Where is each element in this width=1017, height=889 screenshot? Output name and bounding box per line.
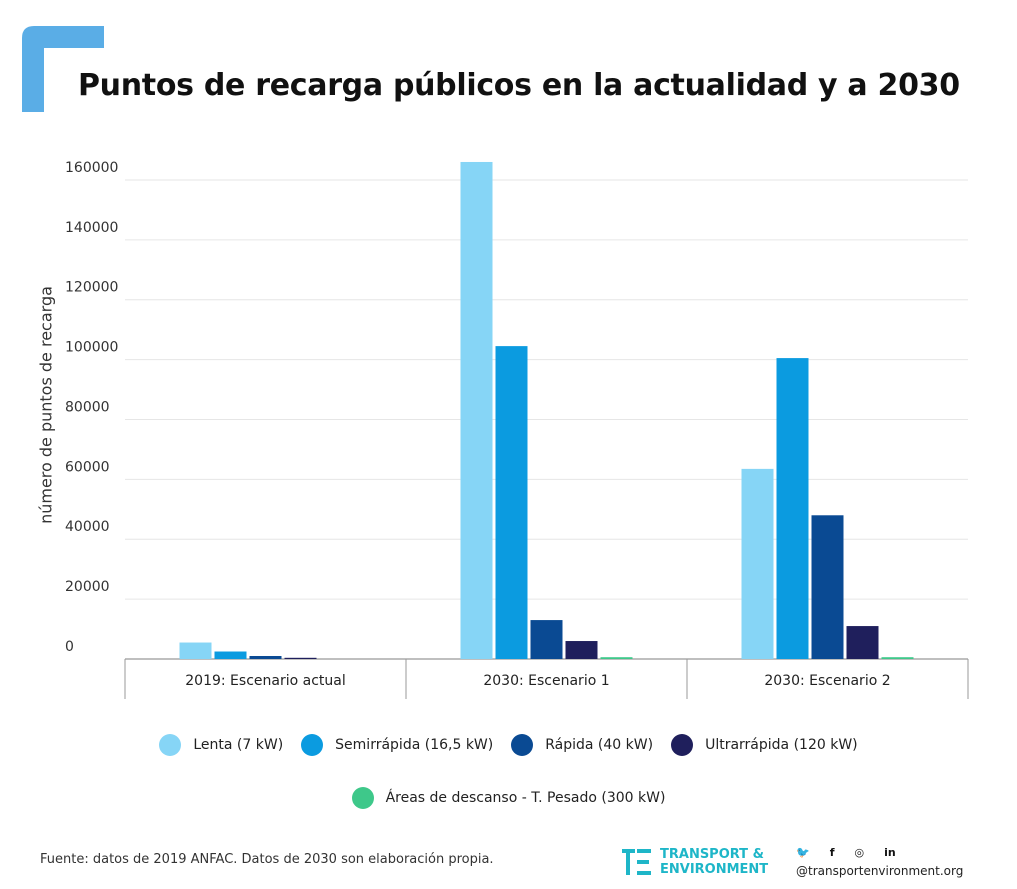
te-logo-icon xyxy=(622,849,651,875)
bar xyxy=(846,626,879,659)
y-tick-label: 60000 xyxy=(65,459,110,475)
y-tick-label: 160000 xyxy=(65,160,118,176)
y-tick-label: 140000 xyxy=(65,220,118,236)
bar xyxy=(811,515,844,659)
legend-item: Semirrápida (16,5 kW) xyxy=(301,734,493,756)
legend-item: Rápida (40 kW) xyxy=(511,734,653,756)
bar xyxy=(249,656,282,659)
y-tick-label: 40000 xyxy=(65,519,110,535)
legend-item: Áreas de descanso - T. Pesado (300 kW) xyxy=(351,787,666,809)
legend-label: Semirrápida (16,5 kW) xyxy=(335,737,494,753)
legend-label: Áreas de descanso - T. Pesado (300 kW) xyxy=(385,790,666,806)
y-tick-label: 80000 xyxy=(65,399,110,415)
bar xyxy=(881,657,914,659)
logo-text: TRANSPORT & ENVIRONMENT xyxy=(660,847,768,877)
legend-swatch xyxy=(301,734,324,756)
logo-line-1: TRANSPORT & xyxy=(660,847,764,862)
linkedin-icon[interactable]: in xyxy=(884,846,896,859)
bar xyxy=(495,346,528,659)
legend-label: Lenta (7 kW) xyxy=(193,737,284,753)
legend-swatch xyxy=(511,734,534,756)
te-logo: TRANSPORT & ENVIRONMENT xyxy=(622,847,768,877)
bar xyxy=(284,657,317,659)
facebook-icon[interactable]: f xyxy=(829,846,835,859)
corner-bracket-icon xyxy=(22,26,104,112)
source-note: Fuente: datos de 2019 ANFAC. Datos de 20… xyxy=(40,852,494,867)
legend-swatch xyxy=(351,787,374,809)
bar xyxy=(741,468,774,659)
legend-item: Lenta (7 kW) xyxy=(159,734,283,756)
chart-title: Puntos de recarga públicos en la actuali… xyxy=(78,68,960,103)
x-tick-label: 2030: Escenario 1 xyxy=(483,673,609,689)
bar xyxy=(179,642,212,659)
bar xyxy=(460,161,493,659)
bar xyxy=(565,641,598,659)
instagram-icon[interactable]: ◎ xyxy=(854,846,865,859)
bar xyxy=(600,657,633,659)
bar xyxy=(530,620,563,659)
bar xyxy=(776,358,809,659)
legend-label: Ultrarrápida (120 kW) xyxy=(705,737,858,753)
y-tick-label: 100000 xyxy=(65,340,118,356)
website-link[interactable]: @transportenvironment.org xyxy=(796,864,964,878)
legend-row-2: Áreas de descanso - T. Pesado (300 kW) xyxy=(0,787,1017,809)
legend-item: Ultrarrápida (120 kW) xyxy=(671,734,858,756)
legend-label: Rápida (40 kW) xyxy=(545,737,654,753)
bar xyxy=(214,651,247,659)
x-tick-label: 2019: Escenario actual xyxy=(185,673,345,689)
x-tick-label: 2030: Escenario 2 xyxy=(764,673,890,689)
legend-swatch xyxy=(671,734,694,756)
y-tick-label: 0 xyxy=(65,639,74,655)
logo-line-2: ENVIRONMENT xyxy=(660,862,769,877)
y-tick-label: 120000 xyxy=(65,280,118,296)
bar-chart: 0 20000 40000 60000 80000 100000 120000 140000 1… xyxy=(65,160,969,699)
legend-swatch xyxy=(159,734,182,756)
twitter-icon[interactable]: 🐦 xyxy=(796,846,810,859)
legend-row-1: Lenta (7 kW) Semirrápida (16,5 kW) Rápida … xyxy=(0,734,1017,756)
social-icons: 🐦 f ◎ in xyxy=(796,846,916,859)
y-tick-label: 20000 xyxy=(65,579,110,595)
